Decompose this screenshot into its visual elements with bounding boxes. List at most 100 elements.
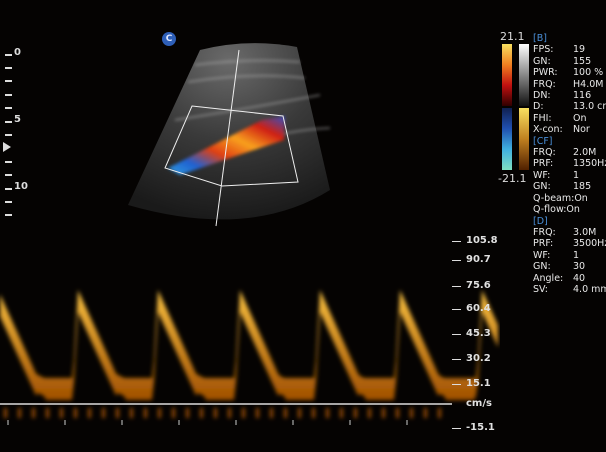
- parameter-value: 155: [573, 55, 592, 67]
- parameter-row: PRF: 3500Hz: [533, 238, 606, 249]
- parameter-key: FRQ:: [533, 78, 556, 90]
- parameter-key: Angle:: [533, 272, 564, 284]
- doppler-spectrum: [0, 290, 498, 425]
- parameter-row: DN: 116: [533, 90, 606, 101]
- velocity-label: 75.6: [466, 280, 491, 291]
- parameter-value: 185: [573, 181, 592, 193]
- reverse-flow-mark: [298, 408, 301, 418]
- color-map-negative: [502, 108, 512, 170]
- velocity-tick: [452, 241, 461, 242]
- parameter-row: FRQ: H4.0M: [533, 79, 606, 90]
- gray-map: [519, 44, 529, 106]
- reverse-flow-mark: [424, 408, 427, 418]
- velocity-label: 45.3: [466, 328, 491, 339]
- color-map-positive: [502, 44, 512, 106]
- parameter-key: Q-flow:: [533, 204, 567, 216]
- parameter-row: FRQ: 3.0M: [533, 227, 606, 238]
- velocity-tick: [452, 309, 461, 310]
- depth-tick: [5, 94, 12, 96]
- velocity-label: -15.1: [466, 422, 495, 433]
- reverse-flow-mark: [200, 408, 203, 418]
- parameter-value: 13.0 cm: [573, 101, 606, 113]
- velocity-unit: cm/s: [466, 398, 492, 409]
- depth-tick: [5, 161, 12, 163]
- parameter-key: PWR:: [533, 67, 558, 79]
- reverse-flow-mark: [214, 408, 217, 418]
- velocity-label: 105.8: [466, 235, 498, 246]
- parameter-key: FPS:: [533, 44, 554, 56]
- b-mode-header: [B]: [533, 33, 547, 44]
- reverse-flow-mark: [368, 408, 371, 418]
- parameter-key: GN:: [533, 261, 551, 273]
- parameter-value: 4.0 mm: [573, 283, 606, 295]
- parameter-value: On: [574, 192, 588, 204]
- parameter-value: On: [566, 204, 580, 216]
- reverse-flow-mark: [74, 408, 77, 418]
- reverse-flow-mark: [396, 408, 399, 418]
- color-scale-max: 21.1: [500, 30, 525, 43]
- reverse-flow-mark: [326, 408, 329, 418]
- parameter-row: Q-beam:On: [533, 193, 606, 204]
- depth-tick: [5, 80, 12, 82]
- focus-marker-icon[interactable]: [3, 142, 11, 152]
- parameter-key: DN:: [533, 90, 551, 102]
- parameter-value: 3.0M: [573, 226, 597, 238]
- depth-tick: [5, 134, 12, 136]
- reverse-flow-mark: [116, 408, 119, 418]
- parameter-key: PRF:: [533, 158, 554, 170]
- parameter-value: 40: [573, 272, 586, 284]
- parameter-row: X-con: Nor: [533, 124, 606, 135]
- d-mode-header: [D]: [533, 215, 548, 227]
- parameter-row: PRF: 1350Hz: [533, 158, 606, 169]
- reverse-flow-mark: [186, 408, 189, 418]
- depth-tick: [5, 107, 12, 109]
- reverse-flow-mark: [130, 408, 133, 418]
- reverse-flow-mark: [46, 408, 49, 418]
- parameter-value: On: [573, 112, 587, 124]
- parameter-key: FRQ:: [533, 147, 556, 159]
- depth-label: 10: [14, 181, 28, 192]
- parameter-key: Q-beam:: [533, 192, 575, 204]
- parameter-row: WF: 1: [533, 250, 606, 261]
- depth-label: 0: [14, 47, 21, 58]
- parameter-value: H4.0M: [573, 78, 604, 90]
- reverse-flow-mark: [242, 408, 245, 418]
- depth-tick: [5, 67, 12, 69]
- parameter-row: Q-flow:On: [533, 204, 606, 215]
- parameter-key: SV:: [533, 283, 548, 295]
- velocity-label: 15.1: [466, 378, 491, 389]
- depth-tick: [5, 54, 12, 56]
- velocity-label: 30.2: [466, 353, 491, 364]
- parameter-value: 30: [573, 261, 586, 273]
- parameter-row: D: 13.0 cm: [533, 101, 606, 112]
- depth-label: 5: [14, 114, 21, 125]
- reverse-flow-mark: [32, 408, 35, 418]
- reverse-flow-mark: [18, 408, 21, 418]
- parameter-key: GN:: [533, 55, 551, 67]
- parameter-value: 1: [573, 249, 580, 261]
- reverse-flow-mark: [256, 408, 259, 418]
- velocity-tick: [452, 260, 461, 261]
- reverse-flow-mark: [228, 408, 231, 418]
- parameter-key: FHI:: [533, 112, 552, 124]
- velocity-tick: [452, 359, 461, 360]
- parameter-key: FRQ:: [533, 226, 556, 238]
- parameter-row: GN: 155: [533, 56, 606, 67]
- depth-tick: [5, 174, 12, 176]
- reverse-flow-mark: [270, 408, 273, 418]
- cf-mode-header: [CF]: [533, 135, 553, 147]
- reverse-flow-mark: [158, 408, 161, 418]
- velocity-tick: [452, 428, 461, 429]
- parameter-row: FPS: 19: [533, 44, 606, 55]
- reverse-flow-mark: [340, 408, 343, 418]
- velocity-label: 90.7: [466, 254, 491, 265]
- parameter-row: GN: 30: [533, 261, 606, 272]
- doppler-cursor-line: [215, 49, 240, 227]
- reverse-flow-mark: [284, 408, 287, 418]
- reverse-flow-mark: [88, 408, 91, 418]
- reverse-flow-mark: [4, 408, 7, 418]
- reverse-flow-mark: [354, 408, 357, 418]
- parameter-value: 3500Hz: [573, 238, 606, 250]
- parameter-value: 1350Hz: [573, 158, 606, 170]
